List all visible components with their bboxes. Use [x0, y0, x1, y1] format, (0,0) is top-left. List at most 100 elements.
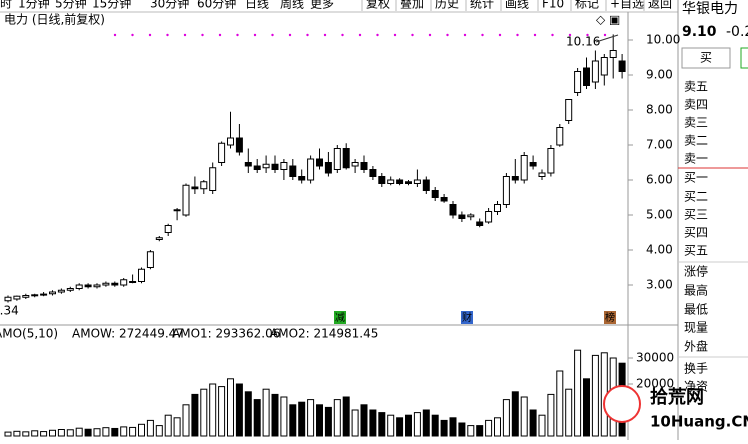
candle-body [227, 137, 234, 146]
high-pointer [595, 34, 619, 43]
toolbar-item[interactable]: 更多 [310, 0, 334, 11]
y-tick-label: 5.00 [646, 208, 673, 222]
candle-body [440, 197, 448, 202]
volume-bar [342, 396, 350, 437]
volume-bar [422, 409, 430, 437]
buy-button[interactable]: 买 [700, 51, 712, 65]
candle-body [476, 221, 484, 226]
volume-bar [333, 399, 341, 437]
indicator-header: AMO1: 293362.06 [172, 327, 280, 341]
toolbar-item[interactable]: 叠加 [400, 0, 424, 11]
marker-dot [393, 33, 397, 37]
toolbar-item[interactable]: F10 [542, 0, 564, 11]
event-marker-box[interactable] [604, 311, 616, 324]
toolbar-item[interactable]: 标记 [575, 0, 599, 11]
candle-body [244, 162, 252, 167]
quote-label: 买一 [684, 171, 708, 185]
event-marker[interactable]: 榜 [605, 311, 615, 324]
quote-label: 买五 [684, 244, 708, 258]
candle-body [494, 204, 501, 212]
volume-bar [369, 409, 377, 437]
candle-body [431, 190, 439, 198]
toolbar-item[interactable]: 统计 [470, 0, 494, 11]
volume-bar [13, 430, 21, 437]
toolbar-item[interactable]: 30分钟 [150, 0, 189, 11]
volume-bar [40, 431, 48, 437]
quote-label: 最高 [684, 283, 708, 298]
marker-dot [586, 33, 589, 37]
toolbar-item[interactable]: 60分钟 [197, 0, 236, 11]
candle-body [502, 176, 510, 205]
sell-button-box[interactable] [740, 47, 748, 69]
candle-body [13, 295, 21, 300]
y-tick-label: 20000 [636, 377, 674, 391]
volume-bar [209, 383, 217, 437]
volume-bar [529, 409, 537, 437]
candle-body [618, 60, 626, 72]
candle-body [565, 99, 573, 121]
toolbar-item[interactable]: 时 [0, 0, 12, 11]
marker-dot [253, 33, 257, 37]
volume-bar [182, 404, 190, 437]
toolbar-item[interactable]: 1分钟 [18, 0, 50, 11]
quote-label: 净资 [684, 380, 708, 394]
toolbar-item[interactable]: 复权 [366, 0, 390, 11]
candle-body [396, 179, 404, 184]
candle-body [209, 167, 217, 191]
toolbar-item[interactable]: +自选 [610, 0, 644, 11]
toolbar-item[interactable]: 历史 [435, 0, 459, 11]
volume-bar [583, 378, 590, 437]
event-marker[interactable]: 财 [462, 311, 472, 324]
volume-bar [200, 388, 208, 437]
volume-bar [22, 431, 30, 437]
candle-body [298, 176, 306, 181]
marker-dot [603, 33, 607, 37]
toolbar-item[interactable]: 日线 [245, 0, 269, 11]
event-marker-box[interactable] [334, 311, 346, 324]
marker-dot [358, 33, 362, 37]
y-tick-label: 9.00 [646, 68, 673, 82]
volume-bar [102, 427, 110, 437]
marker-dot [446, 33, 449, 37]
candle-body [75, 284, 83, 289]
candle-body [173, 209, 181, 212]
volume-bar [57, 429, 65, 437]
event-marker[interactable]: 减 [335, 312, 345, 324]
y-tick-label: 8.00 [646, 103, 673, 117]
volume-bar [129, 426, 137, 437]
toolbar-item[interactable]: 返回 [648, 0, 672, 11]
toolbar-item[interactable]: 画线 [505, 0, 529, 11]
volume-bar [146, 419, 154, 437]
volume-bar [467, 425, 475, 437]
candle-body [405, 181, 412, 184]
volume-bar [565, 388, 573, 437]
event-marker-box[interactable] [461, 311, 473, 324]
volume-bar [396, 417, 404, 437]
marker-dot [341, 33, 344, 37]
candle-body [84, 284, 92, 288]
toolbar-item[interactable]: 周线 [280, 0, 304, 11]
candle-body [467, 214, 475, 218]
icon[interactable]: ◇ ▣ [596, 13, 620, 27]
volume-bar [307, 399, 315, 437]
volume-bar [164, 414, 172, 437]
candle-body [40, 293, 48, 296]
toolbar-item[interactable]: 5分钟 [55, 0, 87, 11]
marker-dot [113, 33, 117, 37]
y-tick-label: 4.00 [646, 243, 673, 257]
toolbar-item[interactable]: 15分钟 [92, 0, 131, 11]
candle-body [4, 296, 12, 302]
chart-title: 电力 (日线,前复权) [4, 12, 105, 27]
volume-bar [538, 414, 546, 437]
marker-dot [148, 33, 152, 37]
candle-body [111, 282, 119, 286]
candle-body [262, 163, 270, 169]
buy-button-box[interactable] [681, 47, 731, 69]
volume-bar [120, 426, 128, 437]
quote-label: 买二 [684, 190, 708, 204]
marker-dot [236, 33, 239, 37]
watermark-domain: 10Huang.CN [650, 413, 748, 431]
candle-body [591, 60, 599, 83]
volume-bar [485, 419, 493, 437]
